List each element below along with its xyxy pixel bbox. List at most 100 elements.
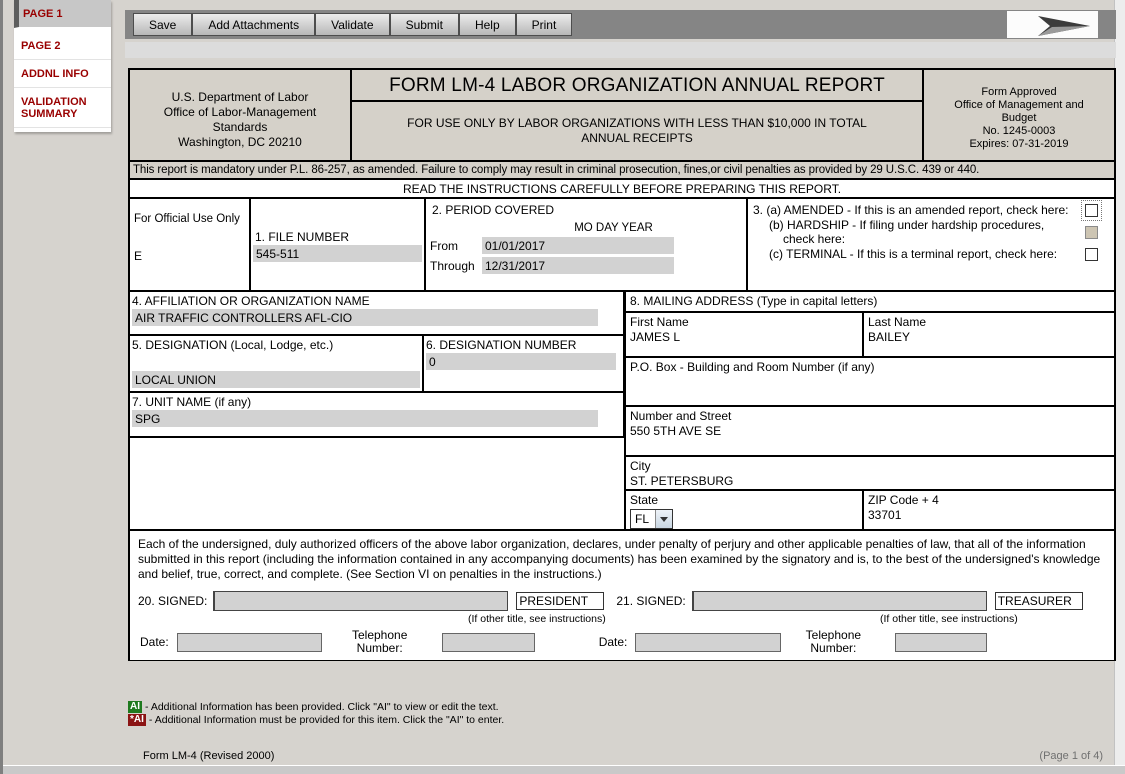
phone20-input[interactable] bbox=[441, 632, 535, 652]
mailing-address-table: 8. MAILING ADDRESS (Type in capital lett… bbox=[624, 292, 1114, 529]
toolbar: Save Add Attachments Validate Submit Hel… bbox=[125, 10, 1116, 39]
pobox-value[interactable] bbox=[626, 374, 1114, 376]
pobox-label: P.O. Box - Building and Room Number (if … bbox=[630, 359, 875, 374]
omb-line: Office of Management and bbox=[954, 99, 1084, 111]
toolbar-substrip bbox=[125, 42, 1116, 58]
omb-approval-block: Form Approved Office of Management and B… bbox=[922, 70, 1114, 160]
terminal-checkbox[interactable] bbox=[1084, 247, 1098, 261]
designation-input[interactable] bbox=[132, 371, 420, 388]
period-from-input[interactable] bbox=[482, 237, 674, 254]
form-title: FORM LM-4 LABOR ORGANIZATION ANNUAL REPO… bbox=[352, 70, 922, 102]
date21-label: Date: bbox=[598, 635, 628, 649]
zip-label: ZIP Code + 4 bbox=[868, 493, 939, 507]
item8-label: 8. MAILING ADDRESS (Type in capital lett… bbox=[626, 292, 1114, 313]
sidebar-item-page2[interactable]: PAGE 2 bbox=[14, 32, 111, 60]
phone21-label: Telephone Number: bbox=[805, 628, 862, 655]
sidebar-item-validation-summary[interactable]: VALIDATION SUMMARY bbox=[14, 88, 111, 128]
agency-block: U.S. Department of Labor Office of Labor… bbox=[130, 70, 352, 160]
agency-line: Washington, DC 20210 bbox=[178, 135, 302, 149]
file-number-label: 1. FILE NUMBER bbox=[255, 230, 350, 244]
street-value[interactable]: 550 5TH AVE SE bbox=[630, 424, 722, 439]
identification-row: For Official Use Only E 1. FILE NUMBER 2… bbox=[130, 197, 1114, 290]
zip-cell: ZIP Code + 4 33701 bbox=[864, 491, 1114, 529]
date21-input[interactable] bbox=[635, 632, 782, 652]
terminal-label: (c) TERMINAL - If this is a terminal rep… bbox=[769, 247, 1058, 261]
omb-line: Form Approved bbox=[981, 86, 1057, 98]
read-instructions-notice: READ THE INSTRUCTIONS CAREFULLY BEFORE P… bbox=[130, 178, 1114, 197]
hardship-label: (b) HARDSHIP - If filing under hardship … bbox=[769, 218, 1045, 246]
state-select[interactable]: FL bbox=[630, 509, 674, 529]
agency-line: Office of Labor-Management bbox=[163, 105, 317, 119]
state-cell: State FL bbox=[626, 491, 864, 529]
other-title-note: (If other title, see instructions) bbox=[468, 613, 606, 625]
form-revision-note: Form LM-4 (Revised 2000) bbox=[143, 750, 275, 762]
save-button[interactable]: Save bbox=[133, 13, 193, 36]
sidebar-nav: PAGE 1 PAGE 2 ADDNL INFO VALIDATION SUMM… bbox=[14, 0, 111, 132]
item5-cell: 5. DESIGNATION (Local, Lodge, etc.) bbox=[130, 336, 424, 391]
date20-label: Date: bbox=[140, 635, 169, 649]
state-select-value: FL bbox=[635, 512, 650, 526]
ai-provided-text: - Additional Information has been provid… bbox=[145, 701, 499, 713]
signed21-input[interactable] bbox=[691, 591, 987, 611]
send-arrow-button[interactable] bbox=[1007, 11, 1098, 38]
item6-label: 6. DESIGNATION NUMBER bbox=[426, 338, 577, 352]
add-attachments-button[interactable]: Add Attachments bbox=[192, 13, 316, 36]
phone20-label: Telephone Number: bbox=[351, 628, 408, 655]
period-columns-label: MO DAY YEAR bbox=[574, 222, 653, 234]
city-value[interactable]: ST. PETERSBURG bbox=[630, 474, 734, 488]
omb-line: Expires: 07-31-2019 bbox=[969, 138, 1069, 150]
phone21-input[interactable] bbox=[895, 632, 988, 652]
form-lm4: U.S. Department of Labor Office of Labor… bbox=[128, 68, 1116, 661]
official-use-label: For Official Use Only bbox=[134, 213, 240, 225]
designation-number-input[interactable] bbox=[426, 353, 616, 370]
omb-line: No. 1245-0003 bbox=[982, 125, 1056, 137]
affiliation-name-input[interactable] bbox=[132, 309, 598, 326]
signed21-title-input[interactable] bbox=[994, 592, 1083, 610]
date20-input[interactable] bbox=[176, 632, 322, 652]
signed20-input[interactable] bbox=[213, 591, 509, 611]
signature-row: Each of the undersigned, duly authorized… bbox=[130, 529, 1114, 660]
sidebar-item-page1[interactable]: PAGE 1 bbox=[14, 0, 111, 28]
page-indicator: (Page 1 of 4) bbox=[1039, 750, 1103, 762]
mandatory-notice: This report is mandatory under P.L. 86-2… bbox=[130, 160, 1114, 178]
last-name-value[interactable]: BAILEY bbox=[868, 329, 911, 344]
validate-button[interactable]: Validate bbox=[315, 13, 390, 36]
item7-label: 7. UNIT NAME (if any) bbox=[132, 395, 252, 409]
help-button[interactable]: Help bbox=[458, 13, 516, 36]
file-number-cell: 1. FILE NUMBER bbox=[251, 199, 426, 290]
period-through-input[interactable] bbox=[482, 257, 674, 274]
item3-cell: 3. (a) AMENDED - If this is an amended r… bbox=[748, 199, 1114, 290]
form-subtitle: FOR USE ONLY BY LABOR ORGANIZATIONS WITH… bbox=[407, 116, 867, 145]
agency-line: Standards bbox=[212, 120, 268, 134]
item6-cell: 6. DESIGNATION NUMBER bbox=[424, 336, 623, 391]
file-number-input[interactable] bbox=[253, 245, 422, 262]
agency-line: U.S. Department of Labor bbox=[171, 90, 309, 104]
state-label: State bbox=[630, 493, 659, 507]
print-button[interactable]: Print bbox=[515, 13, 573, 36]
period-covered-label: 2. PERIOD COVERED bbox=[432, 203, 555, 217]
submit-button[interactable]: Submit bbox=[389, 13, 459, 36]
period-from-label: From bbox=[430, 238, 458, 253]
zip-value[interactable]: 33701 bbox=[868, 508, 902, 522]
item5-label: 5. DESIGNATION (Local, Lodge, etc.) bbox=[132, 338, 334, 352]
hardship-checkbox bbox=[1084, 225, 1098, 239]
official-use-code: E bbox=[134, 249, 143, 263]
form-header: U.S. Department of Labor Office of Labor… bbox=[130, 70, 1114, 160]
first-name-label: First Name bbox=[630, 314, 689, 329]
first-name-value[interactable]: JAMES L bbox=[630, 329, 681, 344]
amended-label: 3. (a) AMENDED - If this is an amended r… bbox=[753, 203, 1069, 217]
period-through-label: Through bbox=[430, 258, 475, 273]
official-use-cell: For Official Use Only E bbox=[130, 199, 251, 290]
horizontal-scrollbar-track[interactable] bbox=[3, 765, 1125, 774]
unit-name-input[interactable] bbox=[132, 410, 598, 427]
item4-cell: 4. AFFILIATION OR ORGANIZATION NAME bbox=[130, 292, 623, 336]
sidebar-item-addnl-info[interactable]: ADDNL INFO bbox=[14, 60, 111, 88]
chevron-down-icon[interactable] bbox=[655, 510, 673, 528]
signed20-title-input[interactable] bbox=[516, 592, 605, 610]
organization-address-row: 4. AFFILIATION OR ORGANIZATION NAME 5. D… bbox=[130, 290, 1114, 529]
ai-required-icon: *AI bbox=[128, 714, 146, 726]
other-title-note: (If other title, see instructions) bbox=[880, 613, 1018, 625]
ai-provided-icon: AI bbox=[128, 701, 142, 713]
title-block: FORM LM-4 LABOR ORGANIZATION ANNUAL REPO… bbox=[352, 70, 922, 160]
amended-checkbox[interactable] bbox=[1080, 199, 1102, 221]
